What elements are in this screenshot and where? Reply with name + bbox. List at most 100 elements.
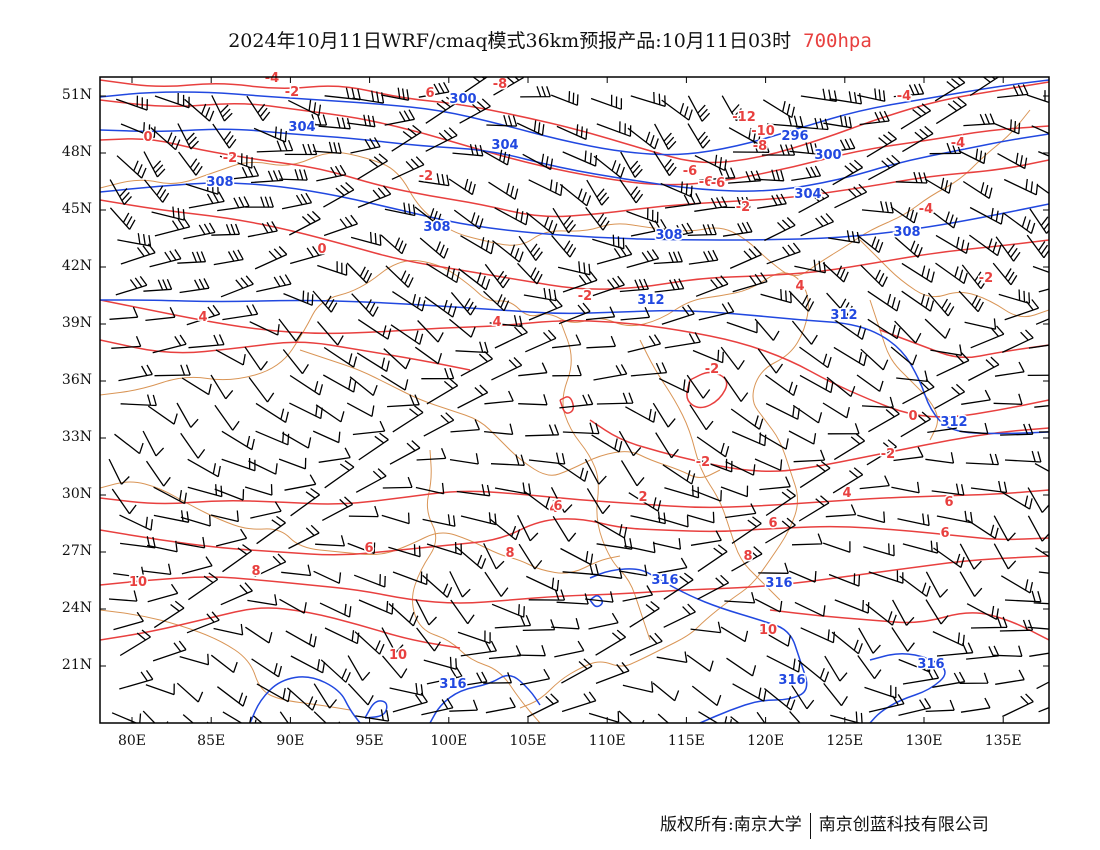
wind-barb	[459, 77, 489, 96]
wind-barb	[622, 681, 654, 693]
temperature-contour-label: 10	[759, 623, 777, 638]
wind-barb	[525, 329, 557, 353]
wind-barb	[857, 88, 886, 102]
wind-barb	[592, 234, 625, 250]
wind-barb	[213, 249, 244, 266]
wind-barb	[552, 334, 582, 349]
wind-barb	[686, 511, 715, 524]
wind-barb	[696, 436, 730, 458]
wind-barb	[177, 251, 207, 264]
wind-barb	[253, 126, 287, 143]
wind-barb	[595, 629, 627, 656]
wind-barb	[994, 361, 1025, 377]
geopotential-contour-label: 300	[449, 92, 476, 107]
wind-barb	[117, 233, 152, 247]
wind-barb	[826, 292, 853, 317]
wind-barb	[114, 433, 144, 455]
wind-barb	[726, 321, 758, 334]
latitude-label: 27N	[61, 543, 92, 559]
wind-barb	[823, 115, 852, 129]
wind-barb	[248, 460, 278, 475]
wind-barb	[697, 544, 728, 572]
wind-barb	[596, 121, 632, 137]
longitude-label: 95E	[355, 733, 384, 749]
wind-barb	[426, 377, 459, 405]
wind-barb	[590, 94, 623, 110]
wind-barb	[415, 599, 437, 626]
wind-barb	[1000, 575, 1034, 594]
wind-barb	[868, 694, 905, 713]
wind-barb	[392, 692, 428, 713]
wind-barb	[489, 315, 523, 328]
wind-barb	[900, 411, 931, 438]
wind-barb	[1038, 150, 1049, 157]
wind-barb	[935, 97, 967, 125]
wind-barb	[153, 486, 187, 505]
wind-barb	[222, 711, 257, 723]
wind-barb	[1029, 652, 1049, 657]
wind-barb	[794, 259, 826, 274]
wind-barb	[256, 515, 286, 545]
wind-barb	[925, 599, 949, 625]
wind-barb	[184, 98, 215, 122]
wind-barb	[934, 77, 966, 102]
wind-barb	[484, 390, 514, 405]
wind-barb	[655, 432, 679, 459]
wind-barb	[1028, 344, 1049, 349]
wind-barb	[586, 179, 610, 206]
wind-barb	[932, 631, 965, 647]
longitude-label: 110E	[588, 733, 626, 749]
wind-barb	[213, 623, 244, 636]
latitude-label: 36N	[61, 372, 92, 388]
wind-barb	[628, 492, 662, 512]
province-boundary	[412, 449, 541, 723]
geopotential-contour-label: 312	[940, 415, 967, 430]
wind-barb	[687, 95, 711, 122]
wind-barb	[694, 196, 728, 212]
wind-barb	[686, 654, 714, 672]
wind-barb	[561, 691, 597, 713]
geopotential-contour	[100, 182, 1049, 241]
wind-barb	[856, 374, 884, 392]
wind-barb	[486, 115, 518, 127]
wind-barb	[181, 556, 213, 575]
wind-barb	[562, 422, 600, 435]
wind-barb	[629, 632, 663, 656]
province-boundary	[869, 299, 938, 441]
wind-barb	[286, 687, 318, 711]
wind-barb	[586, 488, 611, 515]
temperature-contour-label: -4	[897, 89, 911, 104]
wind-barb	[426, 541, 463, 556]
wind-barb	[766, 242, 801, 265]
wind-barb	[993, 393, 1023, 405]
wind-barb	[686, 374, 711, 399]
wind-barb	[829, 91, 863, 105]
wind-barb	[323, 214, 359, 237]
wind-barb	[687, 223, 717, 237]
wind-barb	[656, 651, 688, 664]
wind-barb	[179, 653, 210, 666]
wind-barb	[153, 510, 190, 523]
wind-barb	[958, 290, 984, 313]
wind-barb	[799, 460, 831, 489]
wind-barb	[970, 616, 1008, 629]
wind-barb	[187, 458, 221, 478]
wind-barb	[797, 659, 830, 683]
wind-barb	[1027, 374, 1049, 377]
wind-barb	[762, 99, 795, 119]
latitude-label: 33N	[61, 429, 92, 445]
longitude-label: 135E	[984, 733, 1022, 749]
wind-barb	[620, 460, 645, 487]
wind-barb	[925, 699, 955, 713]
contour-layer	[100, 77, 1049, 723]
wind-barb	[488, 645, 522, 660]
wind-barb	[489, 518, 521, 541]
wind-barb	[927, 418, 958, 434]
wind-barb	[720, 485, 749, 498]
wind-barb	[657, 515, 689, 528]
wind-barb	[732, 683, 767, 702]
wind-barb	[153, 600, 185, 629]
wind-barb	[928, 208, 958, 229]
wind-barb	[350, 231, 382, 247]
wind-barb	[656, 557, 688, 574]
